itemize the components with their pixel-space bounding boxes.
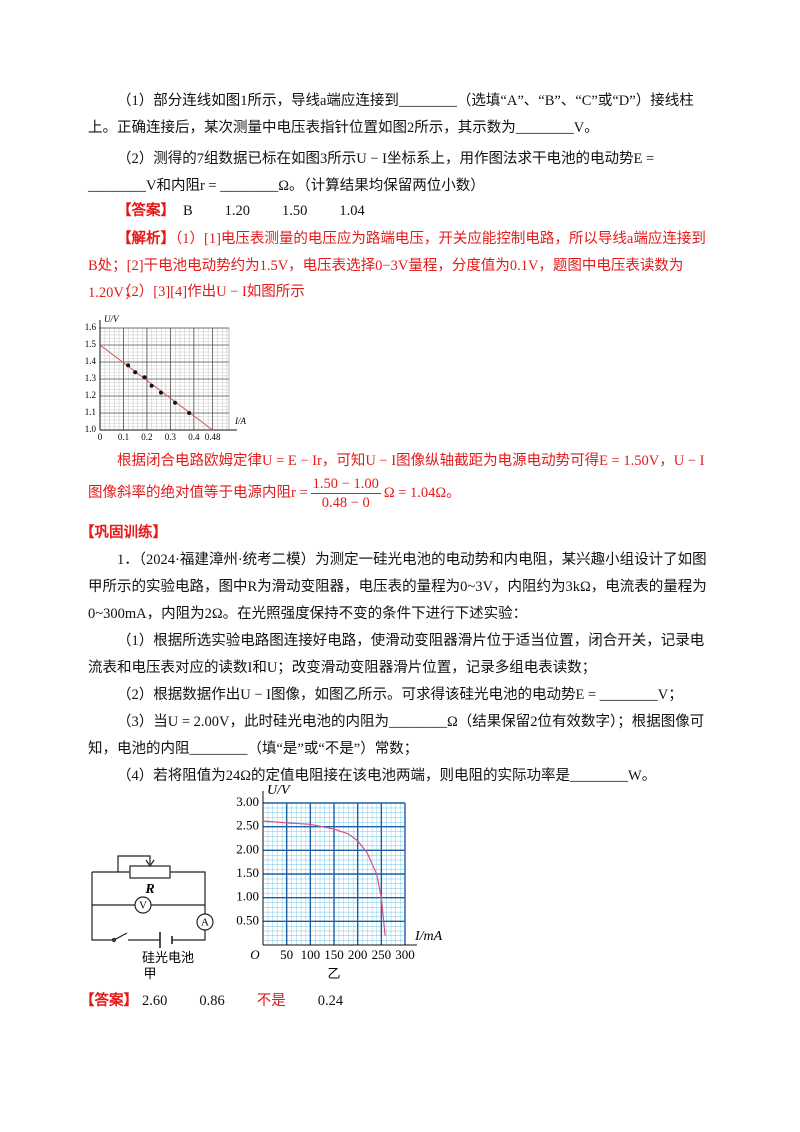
y-tick-label: 0.50 bbox=[236, 912, 259, 927]
y-tick-label: 1.3 bbox=[85, 373, 97, 383]
circuit bbox=[91, 855, 214, 948]
question-step: （1）根据所选实验电路图连接好电路，使滑动变阻器滑片位于适当位置，闭合开关，记录… bbox=[88, 633, 705, 676]
analysis-text: （2）[3][4]作出U − I如图所示 bbox=[117, 284, 305, 300]
x-tick-label: 0 bbox=[98, 432, 103, 442]
analysis-label: 【解析】 bbox=[117, 231, 175, 247]
answer-item: 1.50 bbox=[282, 203, 308, 219]
voltmeter bbox=[134, 896, 152, 914]
answer-item: 1.20 bbox=[224, 203, 251, 219]
question-step: （2）根据数据作出U − I图像，如图乙所示。可求得该硅光电池的电动势E = _… bbox=[117, 687, 683, 703]
denominator: 0.48 − 0 bbox=[321, 495, 370, 511]
circuit-label: V bbox=[139, 900, 147, 912]
answer-item: B bbox=[183, 203, 193, 219]
numerator: 1.50 − 1.00 bbox=[310, 476, 381, 494]
circuit-label: 硅光电池 bbox=[142, 950, 194, 965]
answer: 【答案】 2.60 0.86 不是 0.24 bbox=[80, 988, 707, 1015]
period: 。 bbox=[446, 484, 461, 501]
caption: 甲 bbox=[143, 966, 156, 981]
question: 1．（2024·福建漳州·统考二模）为测定一硅光电池的电动势和内电阻，某兴趣小组… bbox=[88, 552, 707, 622]
analysis-text: （1）[1]电压表测量的电压应为路端电压，开关应能控制电路，所以导线a端应连接到… bbox=[88, 231, 706, 301]
answer-label: 【答案】 bbox=[80, 993, 138, 1009]
x-tick-label: 0.1 bbox=[118, 432, 129, 442]
answer-item: 0.86 bbox=[199, 993, 225, 1009]
x-tick-label: 300 bbox=[395, 947, 415, 962]
y-tick-label: 1.1 bbox=[85, 407, 96, 417]
y-tick-label: 2.50 bbox=[236, 818, 259, 833]
x-tick-label: 0.48 bbox=[205, 432, 221, 442]
y-tick-label: 1.5 bbox=[85, 339, 97, 349]
x-axis-label: I/A bbox=[234, 416, 246, 426]
data-point bbox=[187, 411, 192, 415]
curve bbox=[262, 820, 386, 936]
data-point bbox=[149, 383, 154, 388]
question: （1）部分连线如图1所示，导线a端应连接到________（选填“A”、“B”、… bbox=[88, 93, 694, 136]
y-tick-label: 2.00 bbox=[236, 841, 259, 856]
fraction: 1.50 − 1.00 0.48 − 0 bbox=[310, 475, 381, 512]
y-axis-label: U/V bbox=[267, 783, 291, 798]
circuit-label: R bbox=[144, 882, 154, 897]
slider bbox=[117, 855, 155, 872]
analysis: 【解析】（1）[1]电压表测量的电压应为路端电压，开关应能控制电路，所以导线a端… bbox=[88, 226, 715, 307]
x-tick-label: 150 bbox=[324, 947, 344, 962]
y-tick-label: 1.50 bbox=[236, 865, 259, 880]
switch bbox=[113, 932, 128, 941]
question-step: （3）当U = 2.00V，此时硅光电池的内阻为________Ω（结果保留2位… bbox=[88, 714, 705, 757]
question: （2）测得的7组数据已标在如图3所示U − I坐标系上，用作图法求干电池的电动势… bbox=[88, 151, 655, 194]
x-tick-label: 250 bbox=[372, 947, 392, 962]
answer-item: 2.60 bbox=[142, 993, 168, 1009]
section-heading: 【巩固训练】 bbox=[80, 525, 167, 541]
data-point bbox=[126, 363, 131, 368]
y-axis-label: U/V bbox=[104, 314, 120, 324]
x-tick-label: 200 bbox=[348, 947, 368, 962]
x-tick-label: 100 bbox=[301, 947, 321, 962]
circuit-label: A bbox=[201, 917, 209, 929]
x-tick-label: 50 bbox=[280, 947, 293, 962]
fit-line bbox=[99, 344, 213, 431]
caption: 乙 bbox=[327, 966, 340, 981]
analysis-text: 根据闭合电路欧姆定律U = E − Ir，可知U − I图像纵轴截距为电源电动势… bbox=[88, 453, 705, 501]
answer-item: 不是 bbox=[256, 993, 286, 1009]
x-tick-label: 0.4 bbox=[188, 432, 200, 442]
data-point bbox=[133, 370, 138, 375]
question-step: （4）若将阻值为24Ω的定值电阻接在该电池两端，则电阻的实际功率是_______… bbox=[117, 768, 657, 784]
y-tick-label: 1.6 bbox=[85, 322, 97, 332]
origin-label: O bbox=[250, 947, 260, 962]
answer-item: 0.24 bbox=[317, 993, 344, 1009]
analysis-text: 根据闭合电路欧姆定律U = E − Ir，可知U − I图像纵轴截距为电源电动势… bbox=[88, 448, 715, 512]
data-point bbox=[158, 390, 163, 395]
answer-label: 【答案】 bbox=[117, 203, 175, 219]
answer: 【答案】 B 1.20 1.50 1.04 bbox=[88, 198, 715, 225]
formula-lhs: r = bbox=[291, 484, 308, 501]
y-tick-label: 1.00 bbox=[236, 889, 259, 904]
x-axis-label: I/mA bbox=[414, 929, 443, 944]
y-tick-label: 1.2 bbox=[85, 390, 96, 400]
x-tick-label: 0.2 bbox=[141, 432, 152, 442]
y-tick-label: 1.0 bbox=[85, 424, 97, 434]
resistor bbox=[129, 865, 171, 879]
formula-rhs: Ω = 1.04Ω bbox=[383, 484, 447, 501]
answer-item: 1.04 bbox=[339, 203, 365, 219]
x-tick-label: 0.3 bbox=[165, 432, 177, 442]
cell bbox=[159, 932, 173, 948]
data-point bbox=[142, 375, 147, 380]
y-tick-label: 3.00 bbox=[236, 794, 259, 809]
switch-pivot bbox=[111, 937, 117, 943]
circuit-wire bbox=[91, 871, 206, 941]
data-point bbox=[173, 400, 178, 405]
ammeter bbox=[196, 913, 214, 931]
y-tick-label: 1.4 bbox=[85, 356, 97, 366]
